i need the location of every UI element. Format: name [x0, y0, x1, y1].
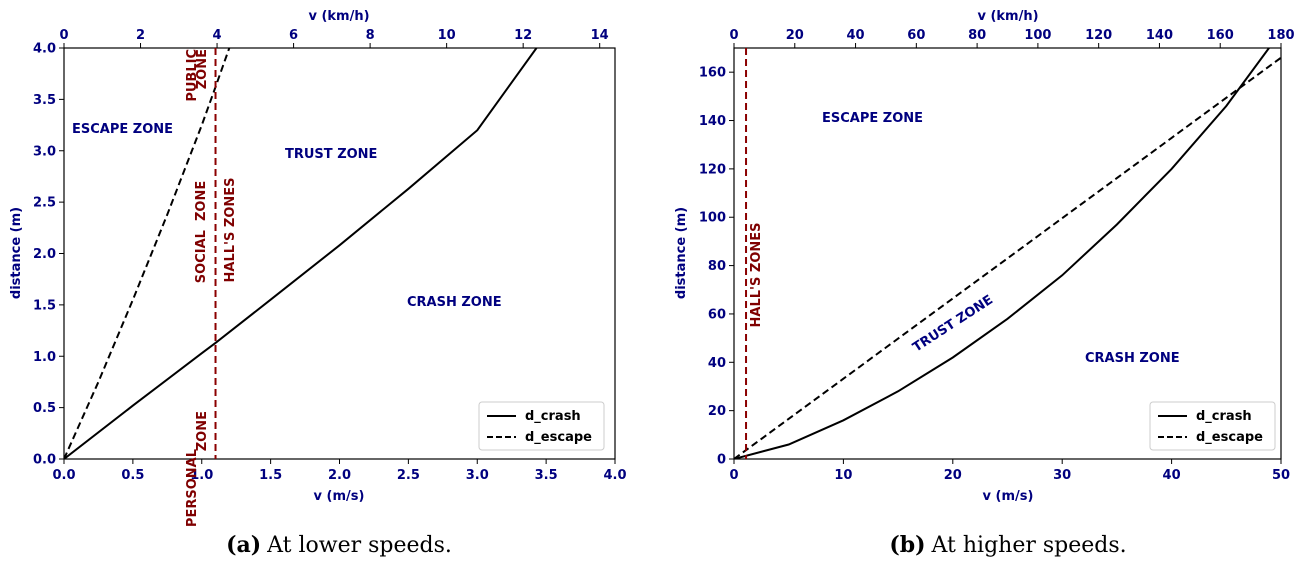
x-tick-label: 4.0 [603, 468, 626, 483]
legend: d_crash d_escape [479, 402, 604, 450]
halls-zones-label: HALL'S ZONES [749, 223, 764, 328]
y-axis-label: distance (m) [9, 207, 24, 299]
public-zone-text-line2: ZONE [195, 49, 210, 89]
x-tick-label: 3.0 [466, 468, 489, 483]
y-axis-label: distance (m) [674, 207, 689, 299]
y-tick-label: 2.5 [33, 196, 56, 211]
x-tick-label: 0 [729, 468, 738, 483]
y-tick-label: 3.5 [33, 93, 56, 108]
x-tick-label: 40 [1163, 468, 1181, 483]
x-tick-label: 2.5 [397, 468, 420, 483]
escape-zone-label: ESCAPE ZONE [72, 122, 173, 137]
x-tick-label: 0.0 [52, 468, 75, 483]
legend-label-d-crash: d_crash [525, 409, 581, 424]
legend-label-d-escape: d_escape [1196, 430, 1263, 445]
top-x-tick-label: 8 [366, 28, 375, 43]
top-x-axis-label: v (km/h) [308, 9, 369, 24]
y-tick-label: 80 [708, 259, 726, 274]
top-x-axis-label: v (km/h) [977, 9, 1038, 24]
top-x-tick-label: 10 [438, 28, 456, 43]
personal-zone-text-line2: ZONE [195, 411, 210, 451]
caption-b: (b) At higher speeds. [889, 532, 1126, 558]
top-x-tick-label: 0 [59, 28, 68, 43]
top-x-tick-label: 12 [514, 28, 532, 43]
plot-frame [734, 48, 1281, 459]
y-tick-label: 0 [717, 453, 726, 468]
top-x-tick-label: 80 [968, 28, 986, 43]
top-x-tick-label: 180 [1267, 28, 1294, 43]
top-x-tick-label: 60 [907, 28, 925, 43]
x-axis-label: v (m/s) [983, 489, 1034, 504]
plot-frame [64, 48, 615, 459]
y-tick-label: 1.0 [33, 350, 56, 365]
escape-zone-label: ESCAPE ZONE [822, 111, 923, 126]
x-tick-label: 2.0 [328, 468, 351, 483]
top-x-tick-label: 120 [1085, 28, 1112, 43]
y-tick-label: 20 [708, 404, 726, 419]
y-tick-label: 0.0 [33, 453, 56, 468]
x-tick-label: 50 [1272, 468, 1290, 483]
halls-zones-label: HALL'S ZONES [223, 178, 238, 283]
top-x-tick-label: 0 [729, 28, 738, 43]
chart-panel-lower-speeds: 0.0 0.5 1.0 1.5 2.0 2.5 3.0 3.5 4.0 0.00.51.01.5… [9, 9, 627, 558]
social-zone-label: SOCIAL ZONE [194, 181, 209, 283]
legend: d_crash d_escape [1150, 402, 1275, 450]
crash-zone-label: CRASH ZONE [1085, 351, 1180, 366]
caption-a-text: At lower speeds. [266, 533, 452, 558]
x-tick-label: 3.5 [535, 468, 558, 483]
x-tick-label: 0.5 [121, 468, 144, 483]
crash-zone-label: CRASH ZONE [407, 295, 502, 310]
caption-a: (a) At lower speeds. [226, 532, 452, 558]
top-x-tick-label: 100 [1024, 28, 1051, 43]
y-tick-label: 0.5 [33, 401, 56, 416]
top-x-tick-label: 2 [136, 28, 145, 43]
caption-b-label: (b) [889, 532, 925, 558]
top-x-tick-label: 4 [213, 28, 222, 43]
y-tick-label: 160 [699, 66, 726, 81]
personal-zone-text-line1: PERSONAL [185, 449, 200, 527]
x-tick-label: 1.5 [259, 468, 282, 483]
x-tick-label: 20 [944, 468, 962, 483]
top-x-tick-label: 14 [591, 28, 609, 43]
x-tick-label: 10 [834, 468, 852, 483]
legend-label-d-crash: d_crash [1196, 409, 1252, 424]
y-tick-label: 1.5 [33, 298, 56, 313]
trust-zone-label: TRUST ZONE [285, 147, 377, 162]
top-x-tick-label: 140 [1146, 28, 1173, 43]
top-x-tick-label: 20 [786, 28, 804, 43]
y-tick-label: 2.0 [33, 247, 56, 262]
caption-b-text: At higher speeds. [931, 533, 1127, 558]
y-tick-label: 4.0 [33, 42, 56, 57]
x-tick-label: 30 [1053, 468, 1071, 483]
top-x-tick-label: 6 [289, 28, 298, 43]
y-tick-label: 60 [708, 307, 726, 322]
legend-label-d-escape: d_escape [525, 430, 592, 445]
y-tick-label: 3.0 [33, 144, 56, 159]
y-tick-label: 120 [699, 162, 726, 177]
y-tick-label: 40 [708, 356, 726, 371]
y-tick-label: 100 [699, 211, 726, 226]
chart-panel-higher-speeds: 0 10 20 30 40 50 0 20 40 60 80 100 120 140 160 0 20 40 6… [674, 9, 1295, 558]
top-x-tick-label: 40 [847, 28, 865, 43]
x-axis-label: v (m/s) [314, 489, 365, 504]
y-tick-label: 140 [699, 114, 726, 129]
top-x-tick-label: 160 [1207, 28, 1234, 43]
caption-a-label: (a) [226, 532, 261, 558]
